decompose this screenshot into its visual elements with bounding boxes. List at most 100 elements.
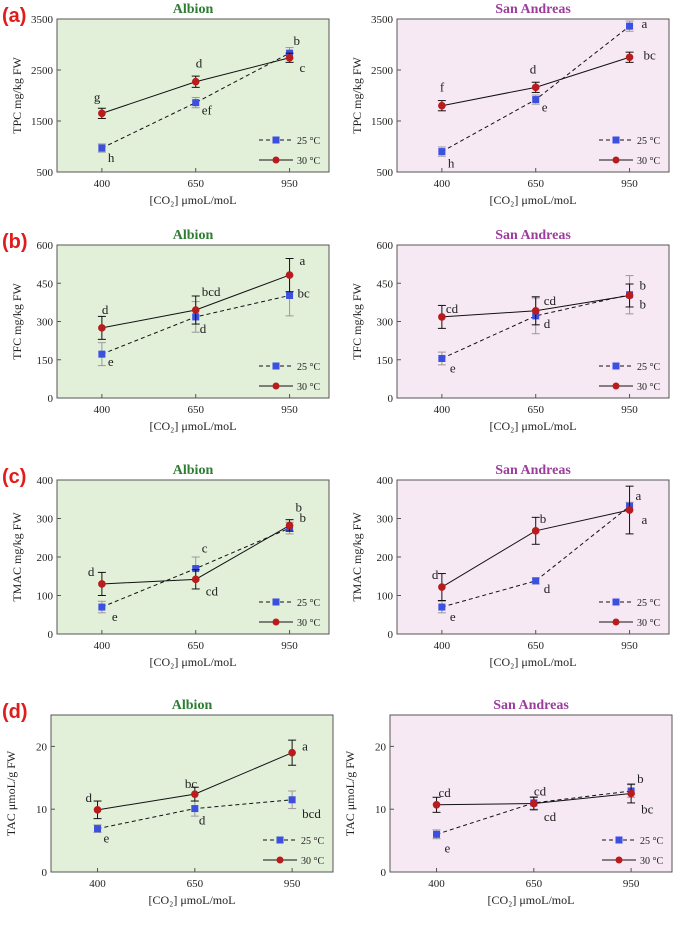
panel-label: (d) xyxy=(2,701,28,723)
x-axis-label: [CO₂] μmoL/moL xyxy=(488,893,575,907)
y-axis-label: TPC mg/kg FW xyxy=(10,56,24,133)
x-tick-label: 950 xyxy=(281,178,298,190)
legend-marker-25c xyxy=(276,836,284,844)
data-point-30c xyxy=(191,306,200,314)
significance-letter: d xyxy=(102,302,109,317)
y-tick-label: 0 xyxy=(42,867,48,879)
significance-letter: b xyxy=(540,511,547,526)
data-point-30c xyxy=(93,806,102,814)
legend-marker-30c xyxy=(276,856,284,864)
y-tick-label: 3500 xyxy=(31,14,54,26)
significance-letter: e xyxy=(450,360,456,375)
x-tick-label: 650 xyxy=(187,404,204,416)
y-tick-label: 10 xyxy=(36,804,48,816)
y-tick-label: 200 xyxy=(377,552,394,564)
legend-label-25c: 25 °C xyxy=(637,136,660,147)
data-point-30c xyxy=(531,306,540,315)
data-point-30c xyxy=(625,506,634,514)
x-tick-label: 650 xyxy=(527,178,544,190)
x-tick-label: 950 xyxy=(621,640,638,652)
data-point-25c xyxy=(288,796,296,804)
legend-label-25c: 25 °C xyxy=(297,136,320,147)
y-axis-label: TMAC mg/kg FW xyxy=(10,512,24,602)
legend-label-30c: 30 °C xyxy=(637,618,660,629)
y-tick-label: 300 xyxy=(37,514,54,526)
x-tick-label: 400 xyxy=(434,178,451,190)
data-point-30c xyxy=(438,101,446,110)
data-point-30c xyxy=(191,790,199,798)
y-tick-label: 600 xyxy=(377,240,394,252)
panel-label: (a) xyxy=(2,5,26,27)
data-point-30c xyxy=(98,109,106,118)
legend-marker-25c xyxy=(272,598,280,606)
chart-title: San Andreas xyxy=(493,698,569,713)
plot-area xyxy=(396,18,670,173)
x-tick-label: 650 xyxy=(526,878,543,890)
x-axis-label: [CO₂] μmoL/moL xyxy=(490,655,577,669)
legend-label-30c: 30 °C xyxy=(301,856,324,867)
legend-label-30c: 30 °C xyxy=(640,856,663,867)
data-point-30c xyxy=(288,748,296,757)
chart-a-sanandreas: San Andreas 500 1500 2500 3500 400 650 950 [CO₂]… xyxy=(350,2,670,207)
y-tick-label: 100 xyxy=(37,591,54,603)
significance-letter: e xyxy=(108,354,114,369)
x-tick-label: 400 xyxy=(94,178,111,190)
chart-d-albion: Albion (d) 0 10 20 400 650 950 [CO₂] μmoL/moL TAC… xyxy=(2,698,334,907)
y-tick-label: 10 xyxy=(375,804,387,816)
significance-letter: b xyxy=(296,499,303,514)
significance-letter: e xyxy=(450,609,456,624)
legend-label-25c: 25 °C xyxy=(297,362,320,373)
significance-letter: a xyxy=(300,253,306,268)
legend-label-30c: 30 °C xyxy=(297,156,320,167)
x-axis-label: [CO₂] μmoL/moL xyxy=(490,193,577,207)
data-point-30c xyxy=(438,313,446,321)
x-axis-label: [CO₂] μmoL/moL xyxy=(150,419,237,433)
x-tick-label: 950 xyxy=(281,404,298,416)
significance-letter: d xyxy=(544,581,551,596)
y-tick-label: 0 xyxy=(388,393,394,405)
panel-label: (c) xyxy=(2,466,26,488)
y-axis-label: TMAC mg/kg FW xyxy=(350,512,364,602)
significance-letter: g xyxy=(94,89,101,104)
data-point-30c xyxy=(530,799,538,808)
x-tick-label: 400 xyxy=(434,404,451,416)
data-point-30c xyxy=(625,53,634,62)
data-point-30c xyxy=(191,77,200,86)
x-tick-label: 950 xyxy=(623,878,640,890)
y-tick-label: 20 xyxy=(36,741,48,753)
legend-marker-30c xyxy=(612,156,620,164)
y-tick-label: 1500 xyxy=(371,116,394,128)
y-tick-label: 450 xyxy=(37,278,54,290)
significance-letter: a xyxy=(642,16,648,31)
legend-label-30c: 30 °C xyxy=(297,382,320,393)
x-tick-label: 950 xyxy=(281,640,298,652)
y-tick-label: 400 xyxy=(377,475,394,487)
y-tick-label: 500 xyxy=(37,167,54,179)
data-point-30c xyxy=(627,789,635,798)
legend-marker-30c xyxy=(612,618,620,626)
chart-title: Albion xyxy=(173,463,214,478)
significance-letter: f xyxy=(440,80,445,95)
y-axis-label: TFC mg/kg FW xyxy=(10,282,24,359)
data-point-25c xyxy=(98,144,106,152)
legend-label-25c: 25 °C xyxy=(640,836,663,847)
x-tick-label: 650 xyxy=(527,404,544,416)
y-tick-label: 3500 xyxy=(371,14,394,26)
y-axis-label: TFC mg/kg FW xyxy=(350,282,364,359)
plot-area xyxy=(389,714,673,873)
significance-letter: bc xyxy=(644,47,657,62)
significance-letter: d xyxy=(199,813,206,828)
significance-letter: d xyxy=(88,564,95,579)
y-tick-label: 150 xyxy=(37,355,54,367)
y-tick-label: 300 xyxy=(377,317,394,329)
chart-b-albion: Albion (b) 0 150 300 450 600 400 650 950 [CO₂] μmo… xyxy=(2,228,330,433)
data-point-30c xyxy=(625,291,634,300)
significance-letter: d xyxy=(86,790,93,805)
data-point-25c xyxy=(532,96,540,104)
x-axis-label: [CO₂] μmoL/moL xyxy=(150,655,237,669)
significance-letter: d xyxy=(530,61,537,76)
significance-letter: bcd xyxy=(302,806,321,821)
data-point-30c xyxy=(285,521,294,530)
data-point-30c xyxy=(432,801,441,809)
